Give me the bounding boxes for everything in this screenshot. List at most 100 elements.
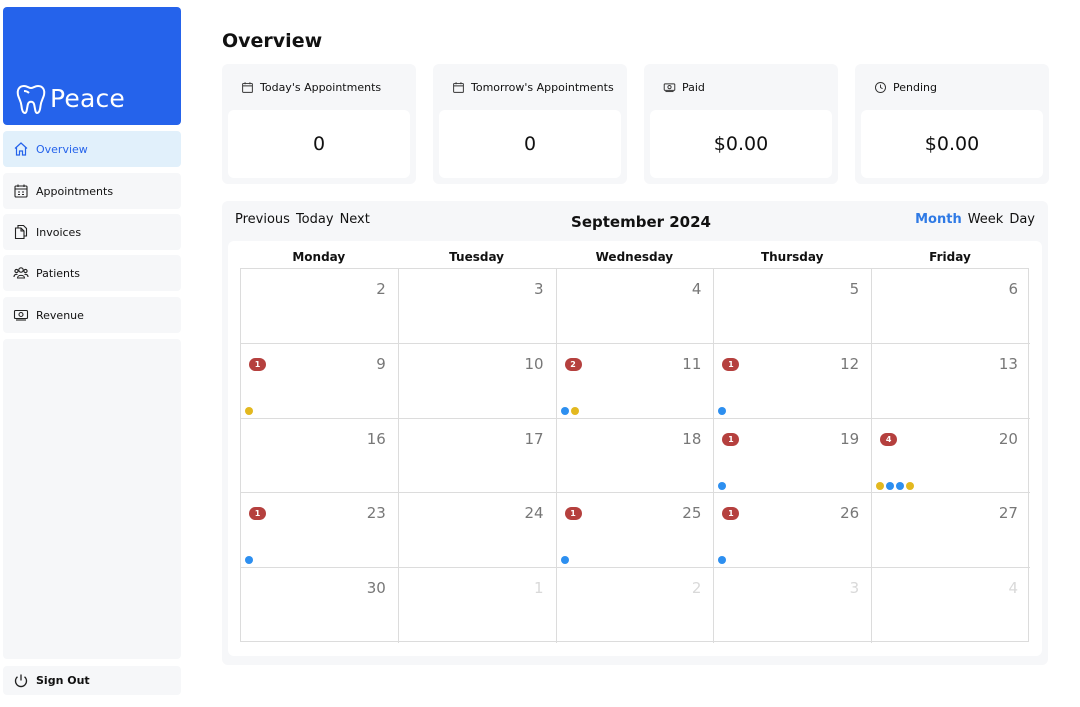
day-number: 24 <box>524 504 544 523</box>
appointment-count-badge[interactable]: 2 <box>564 357 582 371</box>
previous-button[interactable]: Previous <box>235 212 290 227</box>
sidebar-item-overview[interactable]: Overview <box>3 131 181 167</box>
month-grid: 2 3 4 5 6 9 1 10 11 2 12 1 13 16 17 18 19 1 20 4 23 1 24 25 1 26 1… <box>240 268 1030 643</box>
calendar-day-cell[interactable]: 4 <box>872 568 1030 643</box>
sidebar-item-label: Revenue <box>36 308 84 322</box>
calendar-day-cell[interactable]: 19 1 <box>714 418 873 494</box>
day-number: 30 <box>366 579 386 598</box>
event-dot[interactable] <box>876 481 885 490</box>
calendar-day-cell[interactable]: 6 <box>872 269 1030 344</box>
day-number: 4 <box>1008 579 1018 598</box>
event-dot[interactable] <box>896 481 905 490</box>
sidebar-item-patients[interactable]: Patients <box>3 255 181 291</box>
sidebar-item-label: Patients <box>36 266 81 280</box>
event-dot[interactable] <box>560 556 569 565</box>
calendar-day-cell[interactable]: 18 <box>556 418 715 494</box>
stat-value: $0.00 <box>650 110 832 178</box>
event-dots <box>718 481 727 490</box>
today-button[interactable]: Today <box>295 212 334 227</box>
calendar-day-cell[interactable]: 27 <box>872 493 1030 569</box>
event-dots <box>876 481 915 490</box>
appointment-count-badge[interactable]: 1 <box>722 432 740 446</box>
view-day-button[interactable]: Day <box>1009 212 1035 227</box>
stat-value: $0.00 <box>861 110 1043 178</box>
appointment-count-badge[interactable]: 4 <box>880 432 898 446</box>
sidebar-item-label: Invoices <box>36 225 82 239</box>
event-dots <box>245 556 253 565</box>
calendar-title: September 2024 <box>571 213 711 231</box>
event-dot[interactable] <box>718 406 727 415</box>
appointment-count-badge[interactable]: 1 <box>722 507 740 521</box>
day-number: 27 <box>998 504 1018 523</box>
day-number: 18 <box>682 429 702 448</box>
appointment-count-badge[interactable]: 1 <box>249 507 266 521</box>
appointment-count-badge[interactable]: 1 <box>564 507 582 521</box>
event-dots <box>245 406 253 415</box>
calendar-day-cell[interactable]: 11 2 <box>556 343 715 419</box>
calendar-day-cell[interactable]: 2 <box>557 568 715 643</box>
appointment-count-badge[interactable]: 1 <box>722 357 740 371</box>
view-switcher: Month Week Day <box>915 212 1035 227</box>
stat-card-paid: Paid $0.00 <box>644 64 838 184</box>
day-number: 26 <box>840 504 860 523</box>
calendar-day-cell[interactable]: 17 <box>398 418 557 494</box>
day-number: 19 <box>840 429 860 448</box>
appointment-count-badge[interactable]: 1 <box>249 357 266 371</box>
calendar-day-cell[interactable]: 5 <box>714 269 873 344</box>
calendar-icon <box>242 82 253 93</box>
calendar-day-cell[interactable]: 24 <box>398 493 557 569</box>
calendar-day-cell[interactable]: 10 <box>398 343 557 419</box>
sidebar-item-revenue[interactable]: Revenue <box>3 297 181 333</box>
calendar-day-cell[interactable]: 2 <box>241 269 399 344</box>
calendar-day-cell[interactable]: 16 <box>241 418 399 494</box>
event-dot[interactable] <box>245 556 253 565</box>
event-dot[interactable] <box>718 556 727 565</box>
calendar-icon <box>13 183 29 199</box>
day-number: 9 <box>376 354 386 373</box>
next-button[interactable]: Next <box>339 212 370 227</box>
calendar-day-cell[interactable]: 25 1 <box>556 493 715 569</box>
money-icon <box>663 83 676 93</box>
event-dots <box>718 406 727 415</box>
event-dot[interactable] <box>570 406 579 415</box>
event-dot[interactable] <box>886 481 895 490</box>
calendar-nav: Previous Today Next <box>235 212 370 227</box>
event-dot[interactable] <box>718 481 727 490</box>
weekday-label: Monday <box>292 250 346 264</box>
page-title: Overview <box>222 30 323 52</box>
calendar-panel: Previous Today Next Month Week Day <box>222 201 1048 665</box>
calendar-day-cell[interactable]: 13 <box>872 344 1030 419</box>
calendar-day-cell[interactable]: 30 <box>241 568 399 643</box>
calendar-day-cell[interactable]: 1 <box>399 568 557 643</box>
calendar-day-cell[interactable]: 3 <box>714 568 873 643</box>
money-icon <box>13 307 29 323</box>
power-icon <box>14 674 28 687</box>
calendar-day-cell[interactable]: 4 <box>556 269 715 344</box>
day-number: 23 <box>366 504 386 523</box>
calendar-day-cell[interactable]: 3 <box>398 269 557 344</box>
event-dots <box>718 556 727 565</box>
view-month-button[interactable]: Month <box>915 212 962 227</box>
calendar-day-cell[interactable]: 26 1 <box>714 493 873 569</box>
stat-label: Today's Appointments <box>260 81 382 94</box>
event-dot[interactable] <box>906 481 915 490</box>
calendar-day-cell[interactable]: 20 4 <box>872 419 1030 494</box>
event-dots <box>560 406 579 415</box>
sign-out-button[interactable]: Sign Out <box>3 666 181 695</box>
weekday-label: Wednesday <box>595 250 674 264</box>
calendar-day-cell[interactable]: 12 1 <box>714 343 873 419</box>
calendar-icon <box>453 82 464 93</box>
stat-card-tomorrow: Tomorrow's Appointments 0 <box>433 64 627 184</box>
stat-label: Tomorrow's Appointments <box>471 81 614 94</box>
sidebar-item-appointments[interactable]: Appointments <box>3 173 181 209</box>
sidebar-item-invoices[interactable]: Invoices <box>3 214 181 250</box>
day-number: 5 <box>849 280 860 298</box>
brand-name: Peace <box>50 84 126 113</box>
day-number: 2 <box>691 579 702 598</box>
view-week-button[interactable]: Week <box>967 212 1004 227</box>
day-number: 6 <box>1008 280 1018 298</box>
calendar-day-cell[interactable]: 23 1 <box>241 493 399 569</box>
event-dot[interactable] <box>560 406 569 415</box>
event-dot[interactable] <box>245 406 253 415</box>
